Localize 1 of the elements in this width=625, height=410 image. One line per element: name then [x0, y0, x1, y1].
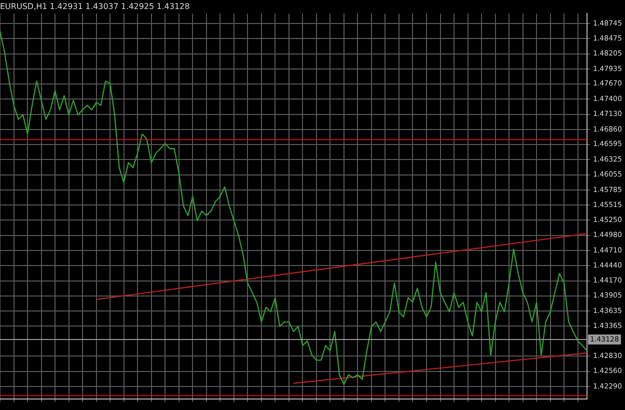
- chart-title: EURUSD,H1 1.42931 1.43037 1.42925 1.43128: [0, 2, 190, 11]
